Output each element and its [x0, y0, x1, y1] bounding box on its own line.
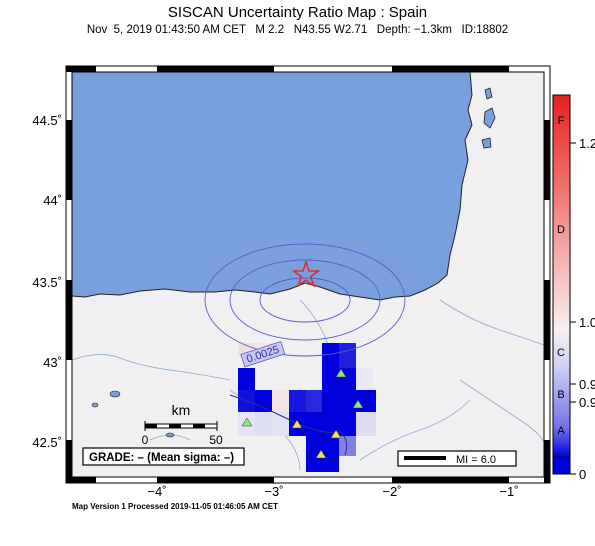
- lat-label: 42.5˚: [32, 435, 62, 450]
- station-triangle-icon: [291, 419, 303, 429]
- station-triangle-icon: [241, 417, 253, 427]
- latitude-labels: 44.5˚ 44˚ 43.5˚ 43˚ 42.5˚: [32, 113, 62, 450]
- colorbar-value: 0.9: [579, 395, 595, 410]
- scale-min: 0: [142, 433, 149, 447]
- island-3: [481, 137, 492, 149]
- mi-box: MI = 6.0: [397, 450, 517, 467]
- lat-label: 43˚: [43, 355, 62, 370]
- map-frame: [65, 65, 551, 484]
- contours: [204, 243, 406, 357]
- map-footer: Map Version 1 Processed 2019-11-05 01:46…: [72, 502, 279, 511]
- scale-max: 50: [209, 433, 223, 447]
- lat-label: 43.5˚: [32, 275, 62, 290]
- colorbar-value: 1.0: [579, 315, 595, 330]
- colorbar-letter: B: [557, 389, 564, 401]
- scale-unit: km: [172, 402, 191, 418]
- lon-label: −3˚: [264, 484, 283, 499]
- colorbar-letter: C: [557, 347, 565, 359]
- island-2: [484, 87, 493, 100]
- stations: [241, 368, 364, 459]
- scale-bar: km 0 50: [142, 402, 223, 447]
- epicenter-star-icon: [291, 259, 321, 288]
- station-triangle-icon: [330, 429, 342, 439]
- map-title: SISCAN Uncertainty Ratio Map : Spain: [167, 4, 428, 21]
- map-subtitle: Nov 5, 2019 01:43:50 AM CET M 2.2 N43.55…: [86, 24, 509, 36]
- lon-label: −4˚: [147, 484, 166, 499]
- station-triangle-icon: [352, 399, 364, 409]
- station-triangle-icon: [335, 368, 347, 378]
- colorbar-letter: F: [558, 115, 565, 127]
- island-1: [483, 107, 496, 129]
- mi-text: MI = 6.0: [456, 454, 496, 466]
- lat-label: 44˚: [43, 193, 62, 208]
- lon-label: −1˚: [499, 484, 518, 499]
- colorbar-value: 1.2: [579, 136, 595, 151]
- colorbar-value: 0.9: [579, 377, 595, 392]
- colorbar: F D C B A 1.2 1.0 0.9 0.9 0: [552, 94, 595, 482]
- region-border: [229, 394, 348, 456]
- lon-label: −2˚: [382, 484, 401, 499]
- colorbar-letter: D: [557, 224, 565, 236]
- sea-area: [72, 72, 473, 301]
- longitude-labels: −4˚ −3˚ −2˚ −1˚: [147, 484, 518, 499]
- grade-text: GRADE: – (Mean sigma: –): [89, 452, 234, 464]
- station-triangle-icon: [315, 449, 327, 459]
- colorbar-letter: A: [557, 425, 565, 437]
- colorbar-value: 0: [579, 467, 586, 482]
- lat-label: 44.5˚: [32, 113, 62, 128]
- grade-box: GRADE: – (Mean sigma: –): [82, 447, 245, 466]
